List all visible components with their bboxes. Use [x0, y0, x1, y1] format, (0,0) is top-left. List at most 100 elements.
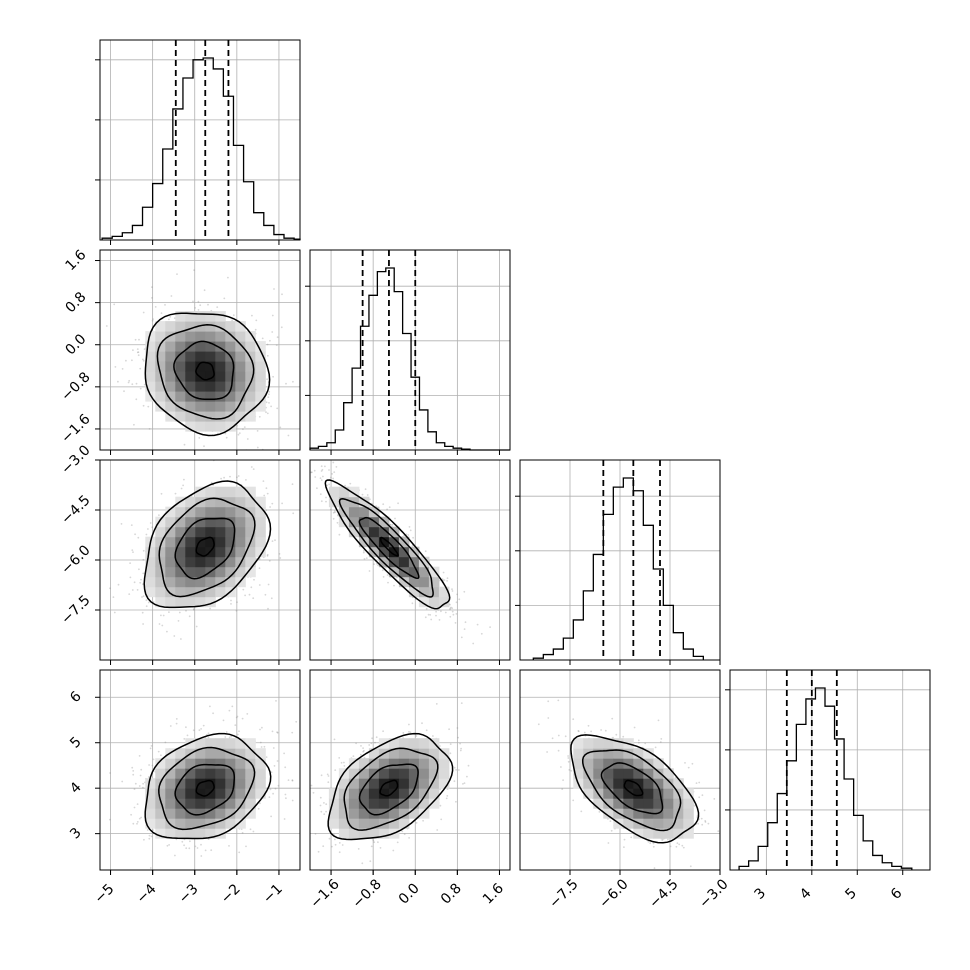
scatter-point — [265, 487, 268, 490]
scatter-point — [142, 583, 144, 586]
scatter-point — [439, 745, 441, 747]
density-cell — [428, 596, 440, 608]
density-cell — [215, 486, 226, 498]
density-cell — [225, 506, 236, 518]
density-cell — [195, 311, 206, 322]
density-cell — [155, 321, 166, 332]
scatter-point — [142, 572, 145, 575]
scatter-point — [441, 578, 444, 580]
density-cell — [235, 486, 246, 498]
scatter-point — [453, 780, 456, 783]
scatter-point — [322, 845, 325, 848]
density-cell — [195, 526, 206, 538]
density-cell — [165, 371, 176, 382]
scatter-point — [204, 849, 207, 852]
density-cell — [225, 788, 236, 799]
scatter-point — [192, 608, 195, 610]
density-cell — [215, 748, 226, 759]
density-cell — [245, 411, 256, 422]
scatter-point — [273, 288, 275, 290]
scatter-point — [129, 562, 132, 564]
density-cell — [205, 516, 216, 528]
scatter-point — [332, 477, 334, 480]
scatter-point — [333, 471, 336, 473]
scatter-point — [480, 632, 483, 635]
density-cell — [155, 381, 166, 392]
scatter-point — [457, 736, 459, 739]
density-cell — [235, 738, 246, 749]
scatter-point — [210, 481, 213, 484]
scatter-point — [142, 782, 145, 785]
density-cell — [195, 351, 206, 362]
density-cell — [175, 586, 186, 598]
density-cell — [145, 798, 156, 809]
scatter-point — [139, 367, 142, 370]
density-cell — [155, 818, 166, 829]
density-cell — [215, 738, 226, 749]
density-cell — [368, 526, 380, 538]
density-cell — [255, 768, 266, 779]
density-cell — [215, 556, 226, 568]
scatter-point — [449, 752, 452, 755]
density-cell — [225, 738, 236, 749]
scatter-point — [338, 533, 341, 536]
scatter-point — [160, 312, 163, 314]
contour-line-2 — [158, 497, 256, 598]
scatter-point — [197, 300, 200, 303]
scatter-point — [241, 832, 244, 834]
scatter-point — [438, 619, 441, 621]
density-cell — [205, 556, 216, 568]
scatter-point — [198, 729, 201, 732]
scatter-point — [168, 844, 171, 846]
density-cell — [185, 576, 196, 588]
scatter-point — [117, 380, 119, 383]
scatter-point — [316, 487, 318, 490]
scatter-point — [203, 289, 206, 292]
scatter-point — [207, 732, 210, 735]
scatter-point — [235, 609, 238, 612]
density-cell — [215, 311, 226, 322]
scatter-point — [455, 613, 458, 615]
scatter-point — [415, 735, 418, 737]
density-cell — [205, 748, 216, 759]
density-cell — [215, 411, 226, 422]
density-cell — [225, 768, 236, 779]
density-cell — [185, 371, 196, 382]
scatter-point — [320, 465, 323, 468]
scatter-point — [154, 306, 157, 308]
density-cell — [165, 818, 176, 829]
scatter-point — [283, 752, 285, 755]
density-cell — [215, 516, 226, 528]
density-cell — [165, 758, 176, 769]
scatter-point — [133, 423, 135, 426]
density-cell — [165, 778, 176, 789]
scatter-point — [237, 433, 240, 436]
density-cell — [205, 381, 216, 392]
density-cell — [225, 361, 236, 372]
density-cell — [175, 321, 186, 332]
scatter-point — [463, 590, 466, 593]
scatter-point — [337, 514, 339, 517]
scatter-point — [271, 331, 274, 333]
scatter-point — [362, 747, 364, 749]
density-cell — [245, 401, 256, 412]
scatter-point — [274, 539, 276, 542]
density-cell — [215, 828, 226, 839]
scatter-point — [388, 506, 391, 509]
scatter-point — [120, 523, 123, 525]
scatter-point — [136, 821, 139, 823]
scatter-point — [139, 774, 142, 777]
density-cell — [215, 788, 226, 799]
density-cell — [225, 411, 236, 422]
contour-line-2 — [158, 746, 256, 831]
density-cell — [195, 516, 206, 528]
density-cell — [235, 351, 246, 362]
density-cell — [155, 768, 166, 779]
scatter-point — [131, 383, 134, 386]
scatter-point — [352, 755, 355, 757]
density-cell — [165, 526, 176, 538]
scatter-point — [328, 469, 330, 471]
scatter-point — [142, 359, 145, 362]
scatter-point — [152, 758, 155, 761]
scatter-point — [276, 731, 279, 734]
